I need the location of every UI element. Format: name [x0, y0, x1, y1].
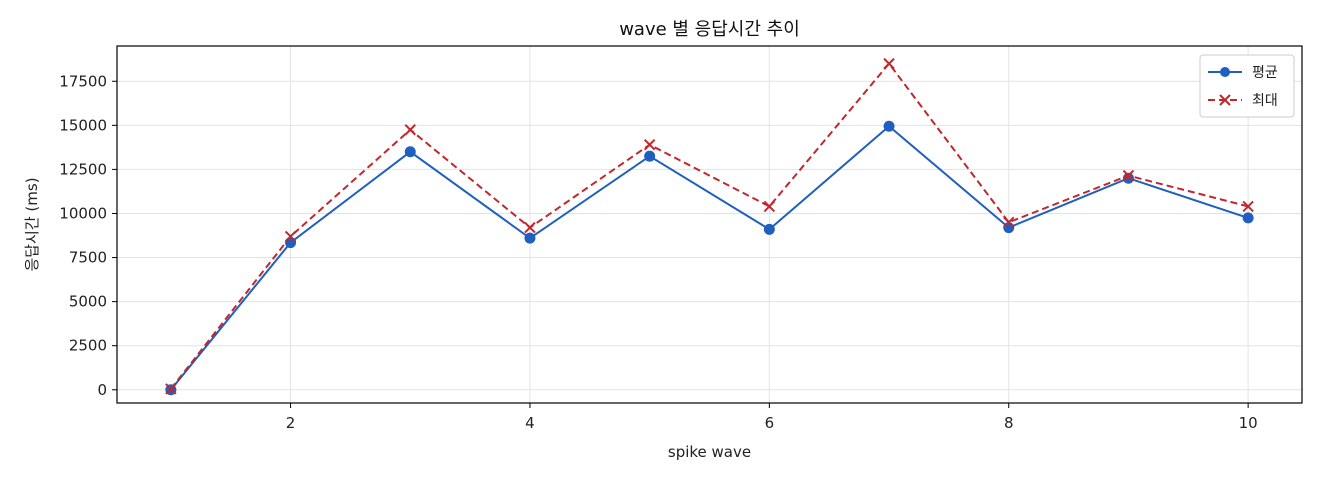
legend-label: 평균 — [1252, 65, 1278, 81]
axis-ticks: 2 4 6 8 10 0 2500 5000 7500 10000 12500 15000 17500 — [59, 72, 1257, 432]
series-2 — [165, 57, 1254, 395]
data-point — [284, 230, 297, 243]
data-point — [404, 146, 416, 158]
y-tick-label: 17500 — [59, 72, 107, 90]
data-point — [1003, 216, 1015, 229]
legend-label: 최대 — [1252, 93, 1278, 109]
x-tick-label: 10 — [1239, 414, 1258, 432]
data-point — [524, 232, 536, 244]
data-point — [404, 124, 416, 136]
legend-item: 최대 — [1208, 93, 1278, 109]
data-point — [285, 237, 297, 249]
x-tick-label: 8 — [1004, 414, 1014, 432]
grid-lines — [117, 46, 1302, 403]
series-layer — [165, 57, 1254, 396]
y-tick-label: 5000 — [69, 293, 107, 311]
data-point — [1122, 169, 1135, 182]
y-tick-label: 15000 — [59, 116, 107, 134]
data-point — [1003, 222, 1015, 234]
y-tick-label: 2500 — [69, 337, 107, 355]
data-point — [643, 139, 656, 151]
plot-area-frame — [116, 45, 1303, 404]
series-1 — [165, 120, 1254, 396]
y-tick-label: 12500 — [59, 160, 107, 178]
data-point — [644, 150, 656, 162]
legend-item: 평균 — [1208, 65, 1278, 81]
data-point — [1242, 212, 1254, 224]
data-point — [763, 200, 776, 213]
y-tick-label: 10000 — [59, 204, 107, 222]
data-point — [883, 120, 895, 132]
data-point — [763, 223, 775, 235]
legend-marker — [1219, 94, 1231, 106]
series-line — [170, 124, 1249, 391]
x-tick-label: 6 — [765, 414, 775, 432]
legend-box — [1199, 54, 1295, 118]
x-tick-label: 4 — [525, 414, 535, 432]
data-point — [1242, 200, 1254, 213]
data-point — [883, 57, 895, 70]
y-tick-label: 7500 — [69, 249, 107, 267]
data-point — [1122, 172, 1134, 184]
data-point — [524, 221, 536, 234]
y-axis-title: 응답시간 (ms) — [23, 177, 41, 271]
legend-marker — [1220, 67, 1230, 77]
data-point — [165, 383, 177, 395]
series-line — [170, 62, 1249, 390]
x-axis-title: spike wave — [668, 443, 751, 461]
y-tick-label: 0 — [97, 381, 107, 399]
chart-title: wave 별 응답시간 추이 — [619, 19, 800, 40]
x-tick-label: 2 — [286, 414, 296, 432]
